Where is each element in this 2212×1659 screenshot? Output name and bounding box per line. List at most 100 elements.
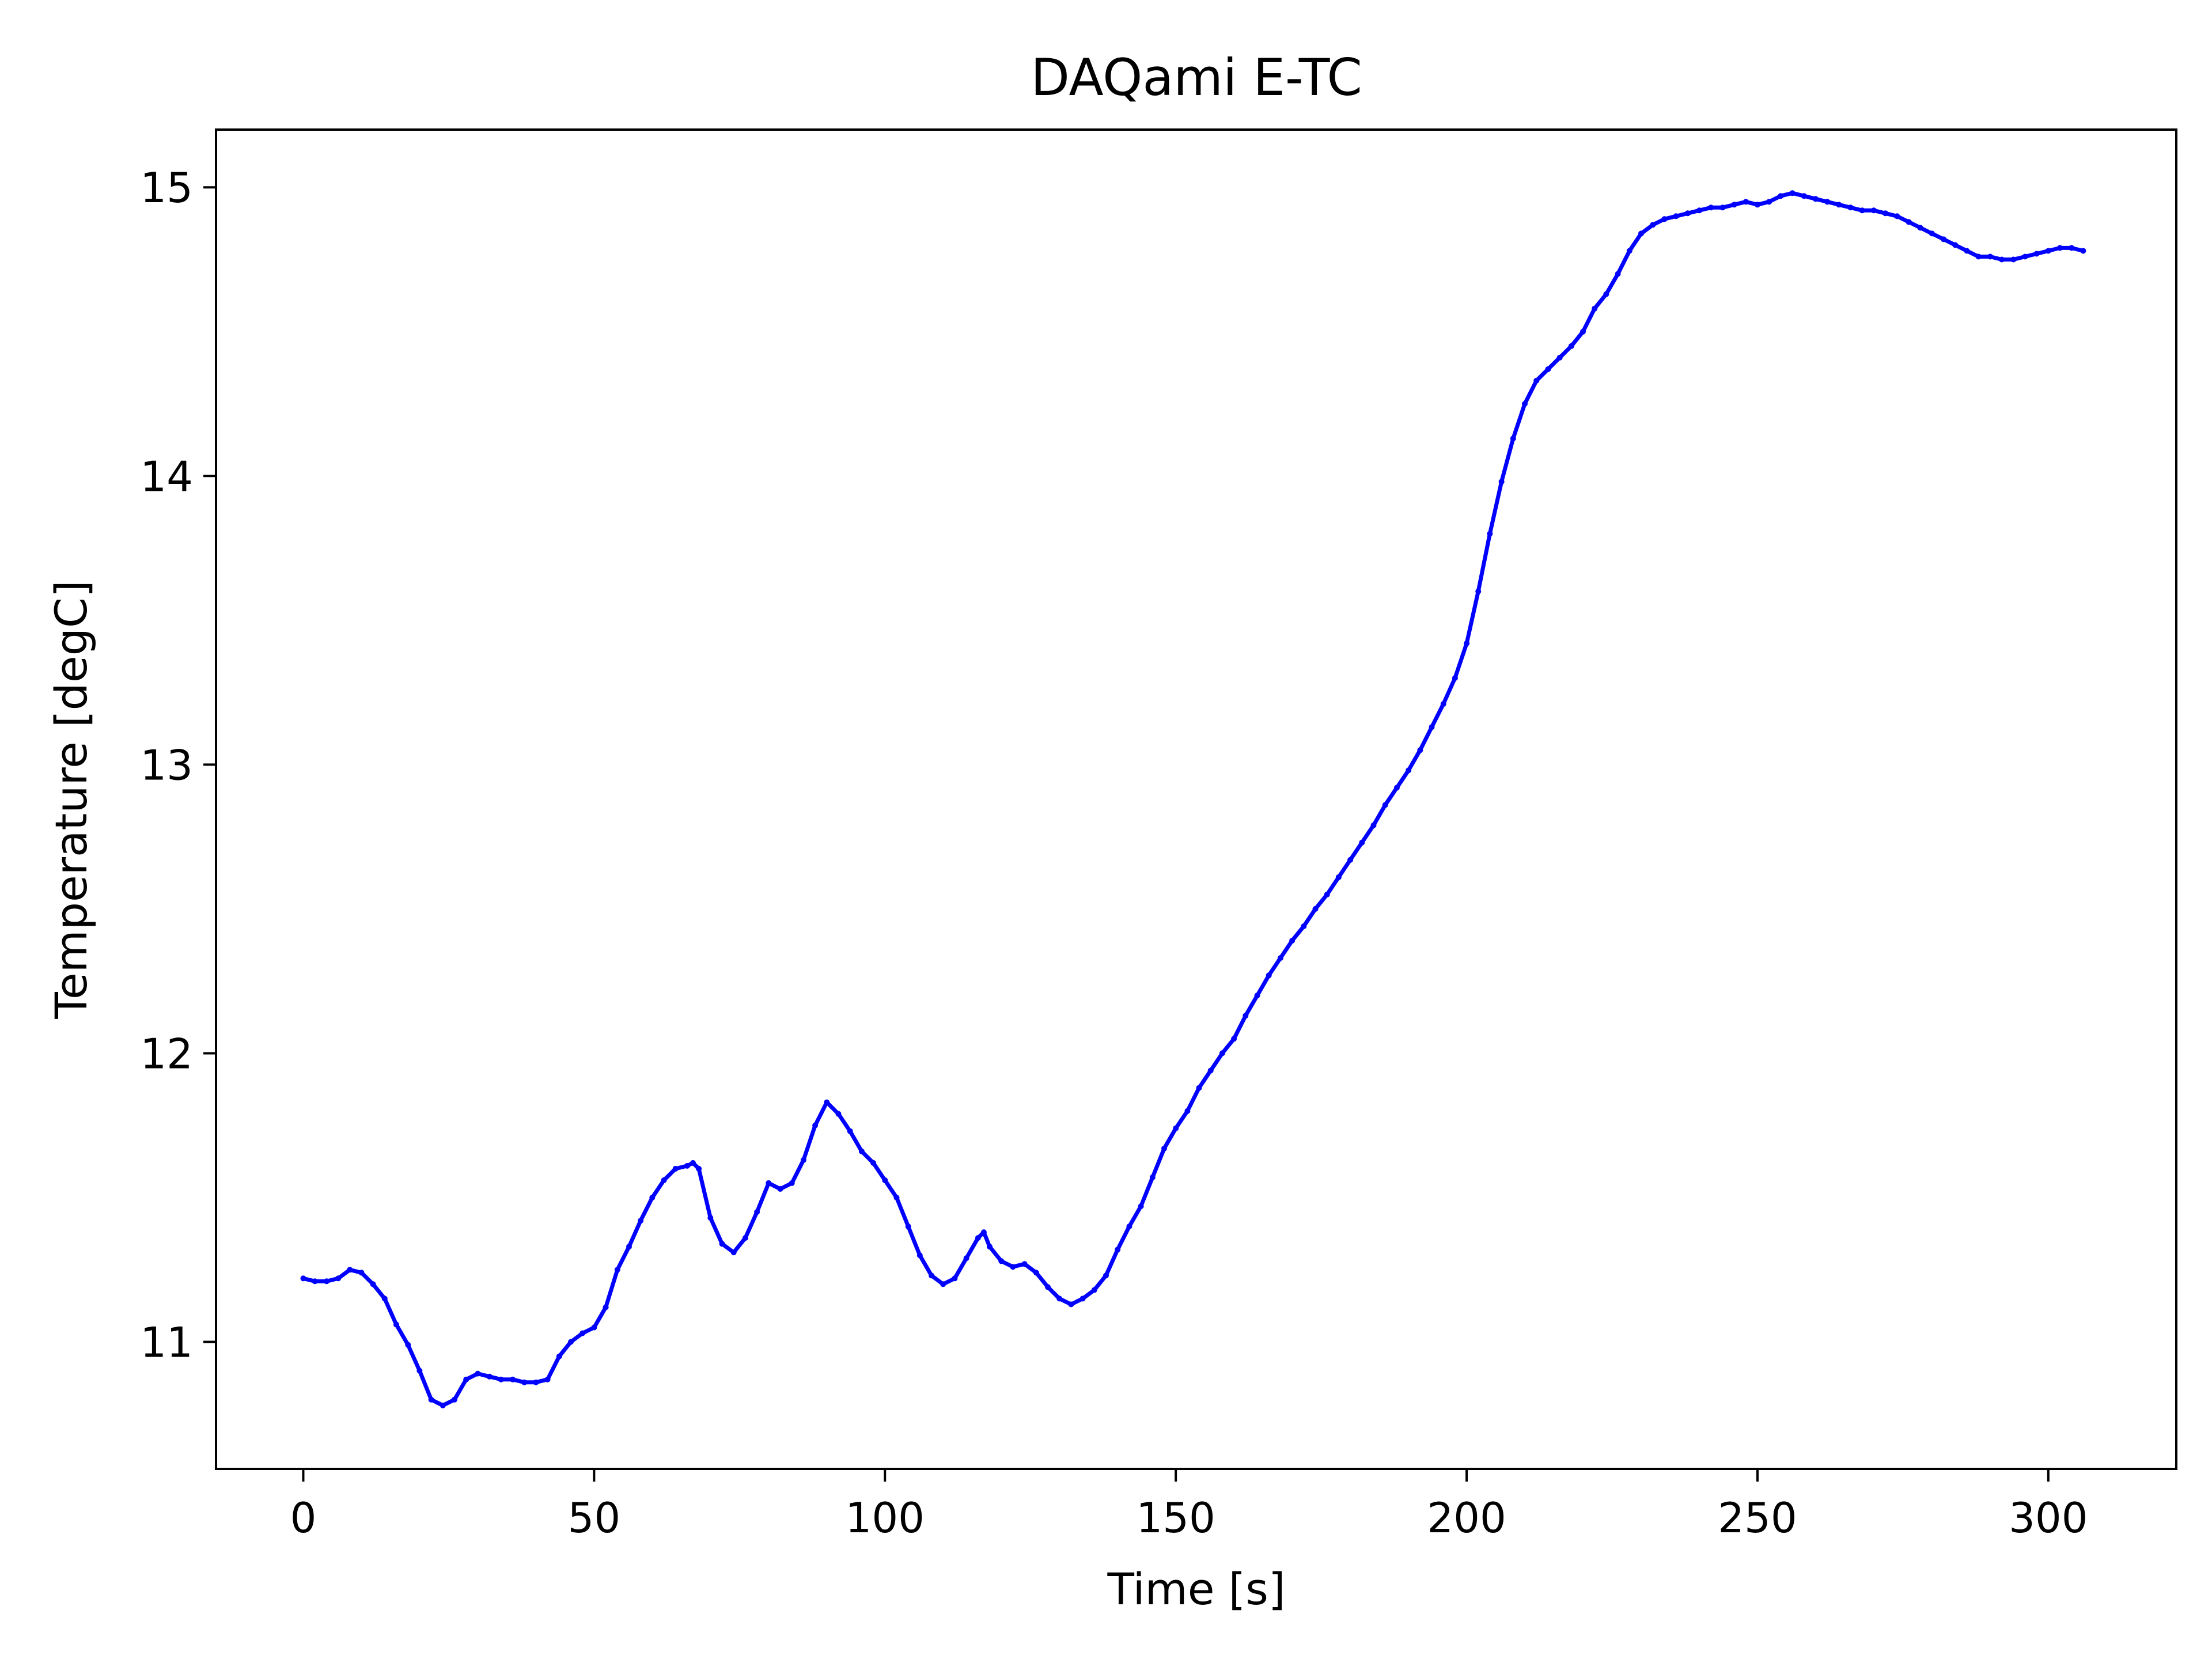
- data-point: [1883, 210, 1889, 217]
- data-point: [882, 1177, 888, 1183]
- y-tick-label: 11: [140, 1319, 193, 1367]
- data-point: [800, 1157, 806, 1163]
- data-point: [1382, 802, 1388, 808]
- x-tick-label: 50: [568, 1494, 621, 1542]
- y-tick-label: 15: [140, 164, 193, 212]
- data-point: [312, 1278, 318, 1285]
- data-point: [1161, 1145, 1167, 1152]
- data-point: [510, 1376, 516, 1382]
- data-point: [1464, 640, 1470, 646]
- data-point: [440, 1402, 446, 1408]
- data-point: [1429, 724, 1435, 730]
- data-point: [1207, 1067, 1214, 1074]
- data-point: [2069, 245, 2075, 251]
- data-point: [1324, 891, 1330, 897]
- data-point: [1870, 207, 1877, 214]
- data-point: [824, 1099, 830, 1105]
- data-point: [1556, 354, 1563, 361]
- y-tick-label: 14: [140, 452, 193, 501]
- data-point: [661, 1177, 667, 1183]
- data-point: [347, 1267, 353, 1273]
- data-point: [1522, 401, 1528, 407]
- data-point: [1219, 1050, 1225, 1056]
- data-point: [1743, 199, 1749, 205]
- data-point: [428, 1396, 434, 1403]
- data-point: [2022, 253, 2028, 260]
- plot-area-frame: [215, 128, 2177, 1470]
- data-point: [1289, 938, 1296, 944]
- data-point: [300, 1275, 306, 1282]
- data-point: [1452, 675, 1458, 681]
- data-point: [1359, 839, 1365, 846]
- data-point: [626, 1244, 632, 1250]
- ticks-layer: 0 50 100 150 200 250 300 11 12 13 14 15: [140, 164, 2088, 1542]
- data-point: [1254, 993, 1260, 999]
- data-point: [870, 1160, 877, 1166]
- data-point: [707, 1215, 714, 1221]
- data-point: [498, 1376, 504, 1382]
- data-point: [335, 1275, 342, 1282]
- data-point: [1859, 207, 1865, 214]
- data-point: [1906, 219, 1912, 225]
- data-point: [719, 1241, 725, 1247]
- data-point: [1580, 328, 1586, 335]
- data-point: [1789, 190, 1796, 196]
- data-point: [1661, 216, 1668, 222]
- data-point: [393, 1321, 399, 1328]
- data-point: [1684, 210, 1691, 217]
- data-point: [1824, 199, 1831, 205]
- data-point: [1277, 955, 1283, 961]
- data-point: [1115, 1247, 1121, 1253]
- data-point: [1126, 1224, 1132, 1230]
- data-point: [1498, 479, 1505, 485]
- data-point: [847, 1128, 853, 1134]
- data-point: [789, 1180, 795, 1186]
- data-point: [893, 1195, 900, 1200]
- y-tick-label: 13: [140, 741, 193, 789]
- data-point: [614, 1267, 620, 1273]
- data-point: [1149, 1174, 1156, 1180]
- data-point: [1033, 1270, 1039, 1276]
- data-point: [1615, 271, 1621, 277]
- data-point: [1964, 248, 1970, 254]
- data-point: [998, 1258, 1005, 1264]
- data-point: [1673, 213, 1679, 219]
- data-point: [1301, 923, 1307, 929]
- data-point: [2080, 248, 2086, 254]
- data-point: [742, 1235, 748, 1241]
- data-point: [1941, 236, 1947, 243]
- data-point: [603, 1304, 609, 1310]
- data-point: [812, 1122, 819, 1128]
- data-point: [1917, 225, 1923, 231]
- data-point: [1475, 588, 1482, 594]
- data-point: [777, 1186, 783, 1192]
- data-point: [521, 1379, 528, 1385]
- data-point: [370, 1281, 376, 1287]
- data-point: [1696, 207, 1702, 214]
- data-point: [963, 1255, 969, 1262]
- data-point: [2033, 251, 2040, 257]
- y-axis-label: Temperature [degC]: [46, 580, 97, 1019]
- data-point: [916, 1252, 923, 1259]
- x-tick-label: 200: [1427, 1494, 1506, 1542]
- x-tick-label: 0: [290, 1494, 317, 1542]
- data-point: [1103, 1272, 1109, 1279]
- data-point: [544, 1376, 551, 1382]
- data-point: [1987, 253, 1993, 260]
- data-point: [696, 1165, 702, 1172]
- data-point: [381, 1296, 388, 1302]
- data-point: [463, 1376, 469, 1382]
- data-point: [1603, 291, 1609, 297]
- data-point: [1393, 785, 1400, 791]
- data-point: [533, 1379, 539, 1385]
- data-point: [323, 1278, 329, 1285]
- data-point: [929, 1272, 934, 1279]
- data-point: [1719, 204, 1726, 211]
- data-point: [1406, 767, 1412, 774]
- x-axis-label: Time [s]: [1107, 1563, 1285, 1615]
- data-point: [1440, 701, 1446, 707]
- data-point: [1999, 256, 2005, 263]
- data-point: [358, 1270, 365, 1276]
- data-point: [1184, 1108, 1191, 1114]
- data-point: [987, 1244, 993, 1250]
